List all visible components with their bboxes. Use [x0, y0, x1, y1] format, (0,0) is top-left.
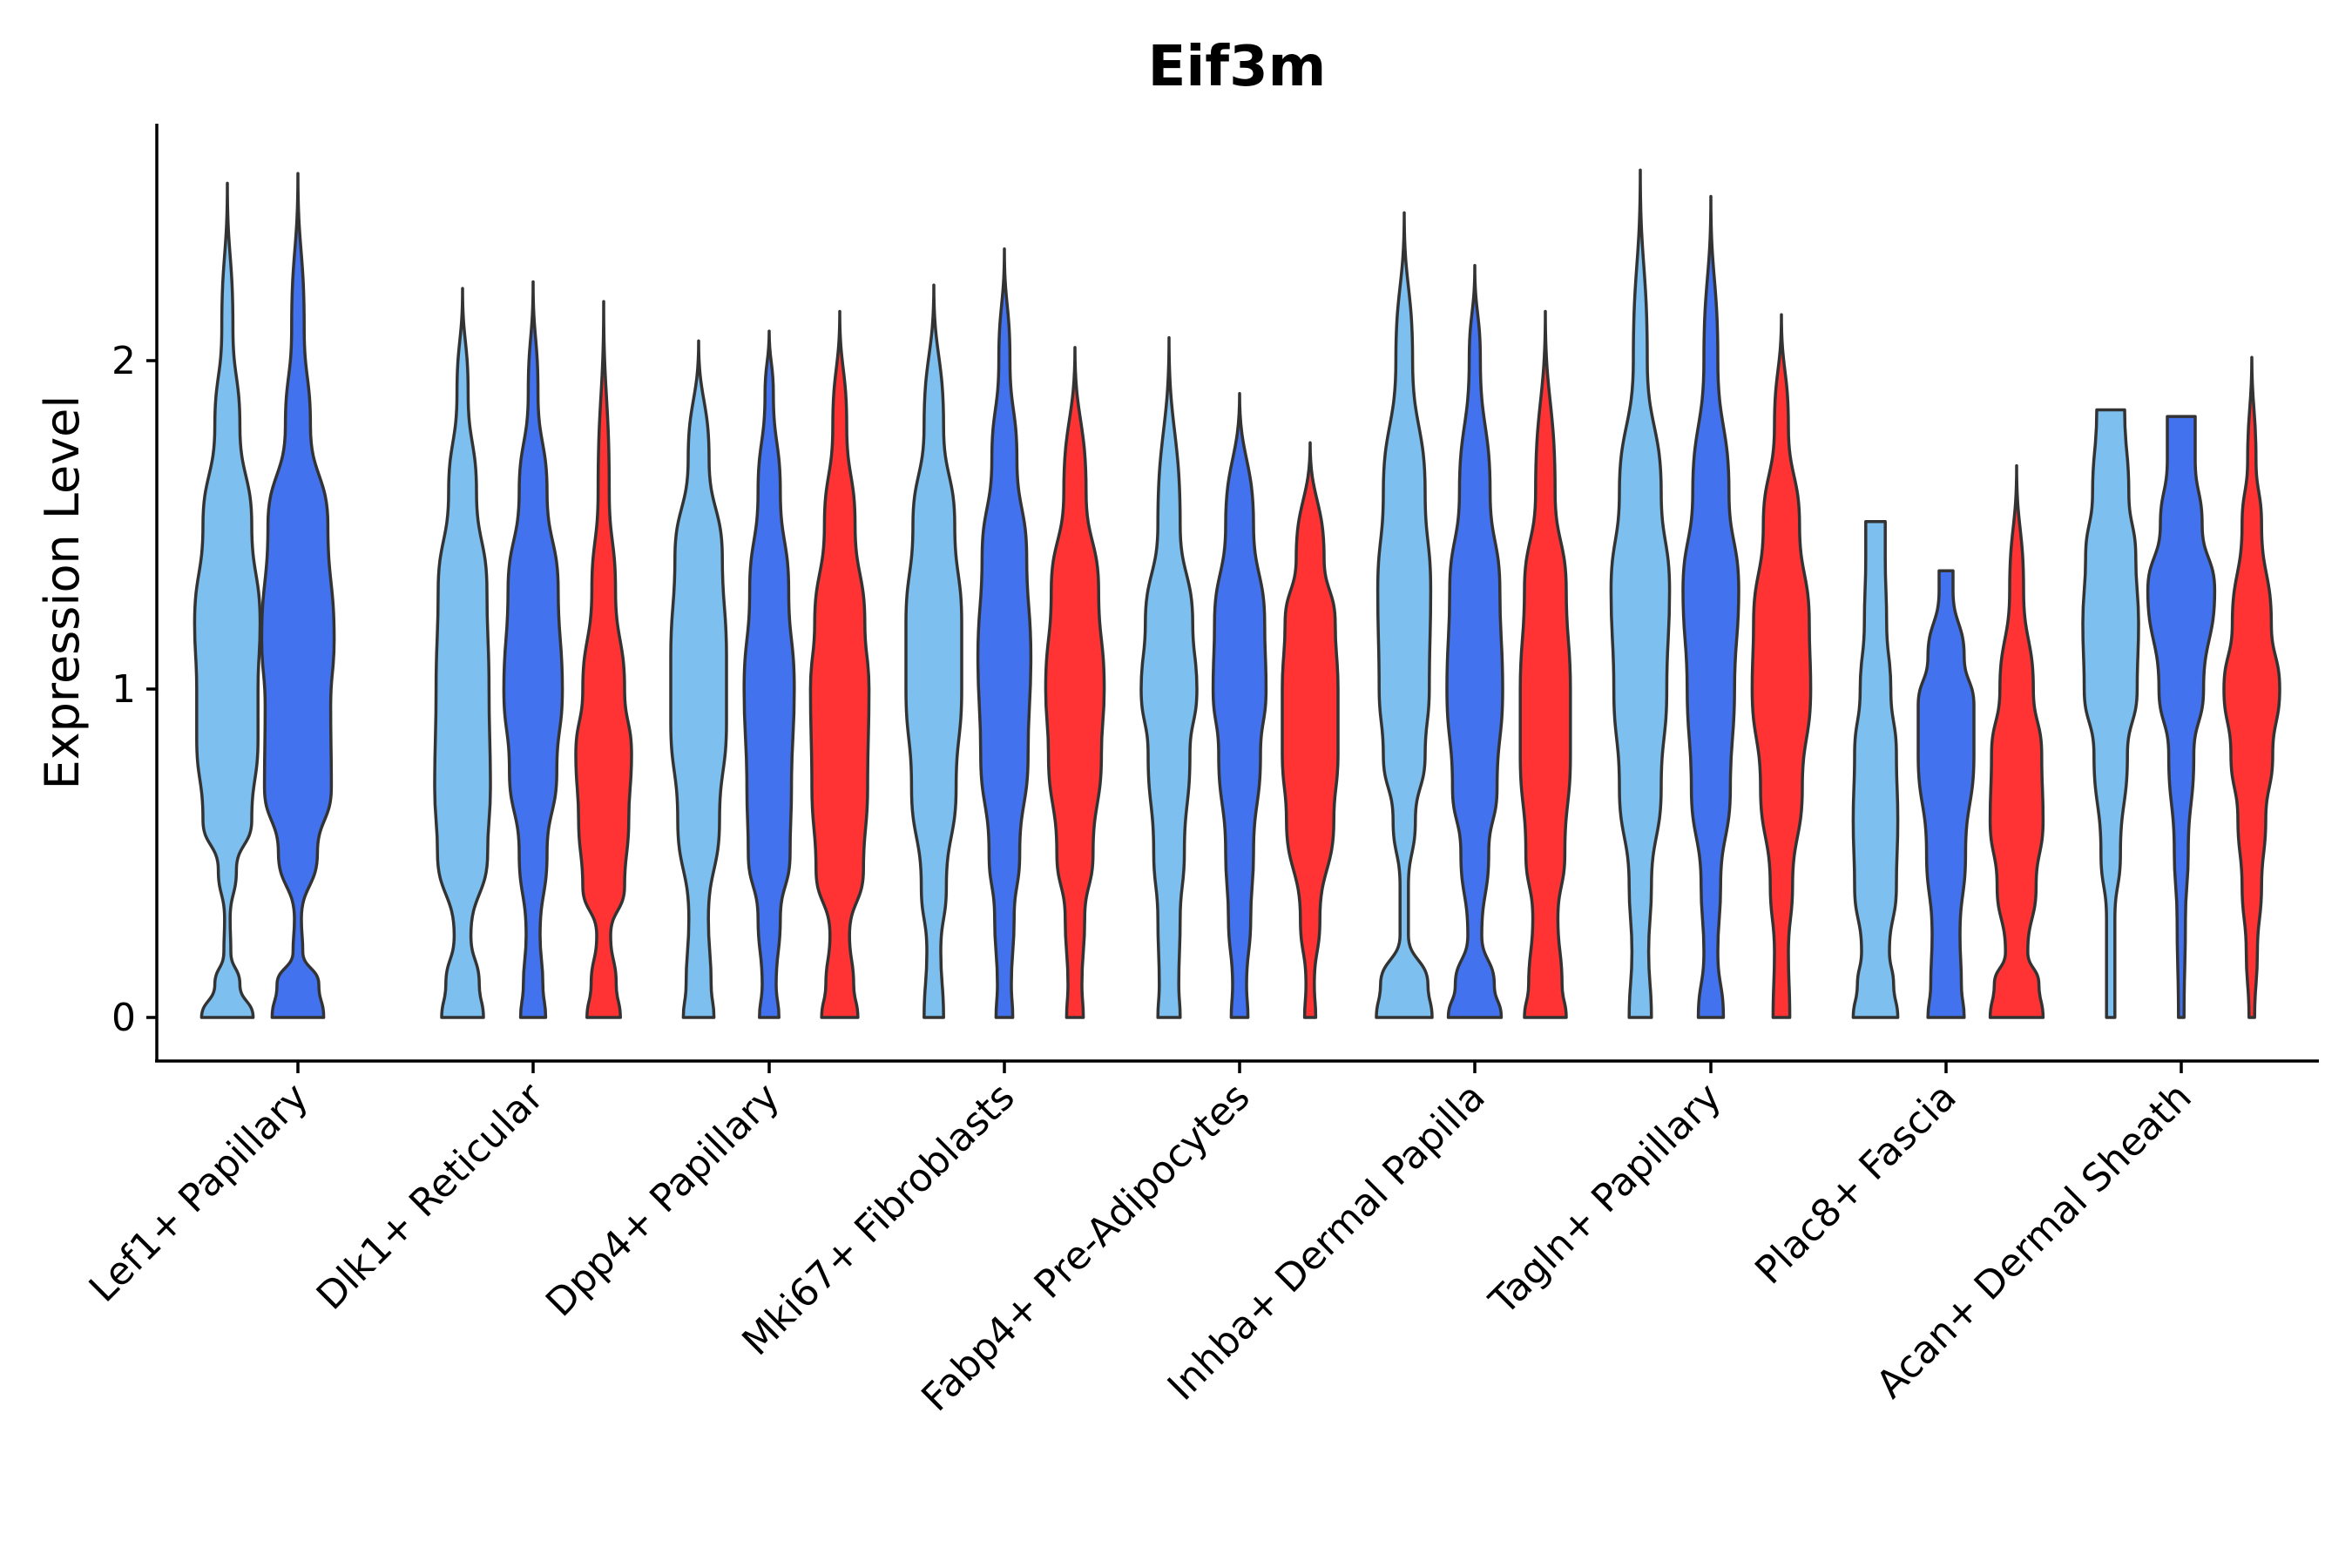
violin-inhba-dermal-papilla-group-2: [1445, 263, 1504, 1019]
violin-dlk1-reticular-group-2: [502, 280, 564, 1019]
violin-dpp4-papillary-group-3: [808, 309, 871, 1019]
violin-mki67-fibroblasts-group-2: [976, 247, 1033, 1019]
chart-title: Eif3m: [1148, 35, 1327, 99]
violin-fabp4-pre-adipocytes-group-2: [1211, 391, 1268, 1019]
violin-layer: [193, 168, 2281, 1019]
x-tick-label: Dpp4+ Papillary: [537, 1075, 788, 1326]
y-tick-label: 1: [112, 667, 136, 712]
y-tick-label: 2: [112, 339, 136, 383]
violin-lef1-papillary-group-1: [193, 181, 262, 1019]
violin-fabp4-pre-adipocytes-group-3: [1281, 441, 1340, 1019]
violin-acan-dermal-sheath-group-1: [2081, 408, 2140, 1019]
violin-lef1-papillary-group-2: [260, 172, 336, 1019]
violin-acan-dermal-sheath-group-3: [2222, 355, 2281, 1019]
violin-dlk1-reticular-group-1: [433, 287, 492, 1019]
violin-plac8-fascia-group-3: [1988, 463, 2045, 1019]
violin-mki67-fibroblasts-group-1: [904, 283, 963, 1019]
x-tick-label: Lef1+ Papillary: [81, 1075, 317, 1311]
violin-inhba-dermal-papilla-group-1: [1375, 211, 1434, 1019]
violin-dlk1-reticular-group-3: [574, 300, 633, 1019]
violin-plac8-fascia-group-2: [1916, 569, 1976, 1019]
y-tick-label: 0: [112, 996, 136, 1040]
violin-fabp4-pre-adipocytes-group-1: [1139, 335, 1199, 1019]
axes: [155, 124, 2319, 1063]
x-tick-label: Plac8+ Fascia: [1747, 1075, 1965, 1294]
violin-mki67-fibroblasts-group-3: [1044, 346, 1106, 1019]
violin-dpp4-papillary-group-1: [669, 339, 728, 1019]
violin-acan-dermal-sheath-group-2: [2146, 415, 2217, 1019]
x-tick-label: Tagln+ Papillary: [1481, 1075, 1730, 1324]
x-tick-label: Dlk1+ Reticular: [308, 1074, 553, 1319]
violin-tagln-papillary-group-3: [1750, 313, 1813, 1019]
violin-dpp4-papillary-group-2: [742, 329, 796, 1019]
violin-inhba-dermal-papilla-group-3: [1518, 309, 1572, 1019]
violin-tagln-papillary-group-2: [1681, 194, 1740, 1019]
y-axis-label: Expression Level: [35, 395, 90, 790]
y-ticks: 0 1 2: [112, 339, 157, 1040]
violin-plac8-fascia-group-1: [1851, 519, 1900, 1019]
violin-tagln-papillary-group-1: [1609, 168, 1672, 1019]
